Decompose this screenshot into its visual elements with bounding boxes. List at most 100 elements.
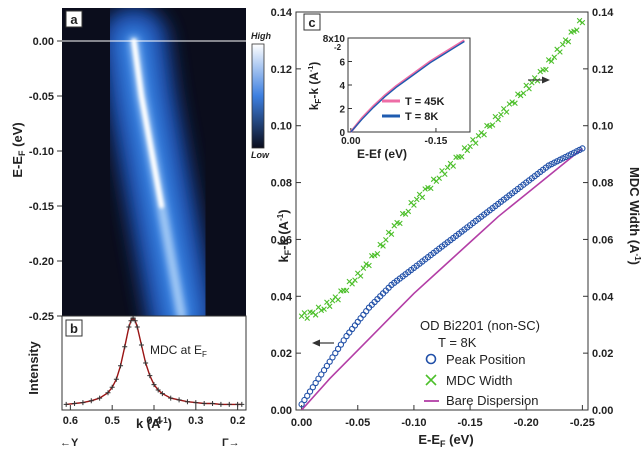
- panel-c-x-axis-label: E-EF (eV): [418, 432, 473, 449]
- peak-position-point: [329, 354, 336, 361]
- mdc-markers: [63, 315, 245, 407]
- mdc-data-point: [184, 399, 190, 405]
- peak-position-point: [346, 329, 353, 336]
- mdc-width-point: [478, 129, 485, 136]
- inset-y-axis-label: kF-k (A-1): [307, 62, 323, 110]
- inset-frame: [347, 37, 471, 133]
- mdc-width-point: [312, 312, 319, 318]
- mdc-width-point: [503, 109, 510, 115]
- mdc-data-point: [130, 315, 136, 321]
- mdc-data-point: [176, 397, 182, 403]
- heatmap-intensity: [98, 8, 217, 316]
- mdc-width-point: [380, 243, 386, 249]
- mdc-width-point: [318, 307, 325, 314]
- peak-position-point: [301, 396, 308, 404]
- inset-x-tick-label: -0.15: [425, 136, 448, 147]
- mdc-data-point: [128, 318, 134, 324]
- inset-x-tick-label: 0.00: [341, 136, 361, 147]
- mdc-width-point: [450, 163, 457, 169]
- mdc-width-point: [335, 296, 341, 303]
- inset-y-tick-label: 4: [339, 81, 345, 92]
- mdc-width-point: [565, 38, 572, 45]
- mdc-data-point: [134, 324, 140, 330]
- bare-dispersion-line: [301, 147, 583, 410]
- panel-a-y-tick-label: -0.15: [29, 201, 54, 213]
- legend-bare-dispersion-label: Bare Dispersion: [446, 393, 539, 408]
- inset-y-tick-label: 2: [339, 105, 345, 116]
- mdc-width-point: [377, 241, 384, 248]
- inset-legend-8k-label: T = 8K: [405, 111, 438, 123]
- panel-b-x-ticks: 0.6 0.5 0.4 0.3 0.2: [63, 405, 245, 427]
- panel-b-y-axis-label: Intensity: [26, 341, 41, 395]
- mdc-width-point: [534, 78, 541, 84]
- peak-position-point: [332, 349, 339, 357]
- mdc-width-point: [385, 229, 392, 236]
- mdc-data-point: [109, 384, 115, 390]
- peak-position-point: [304, 392, 311, 399]
- inset-y-tick-label: 0: [339, 128, 345, 139]
- panel-a-y-tick-label: -0.10: [29, 146, 54, 158]
- mdc-data-point: [147, 373, 153, 379]
- panel-c-left-y-tick-label: 0.10: [271, 121, 292, 133]
- mdc-data-point: [97, 395, 103, 401]
- mdc-width-point: [562, 37, 569, 43]
- peak-position-point: [363, 308, 370, 315]
- mdc-data-point: [151, 382, 157, 388]
- mdc-width-point: [442, 171, 448, 177]
- mdc-width-point: [343, 287, 350, 294]
- panel-c-x-tick-label: 0.00: [291, 417, 312, 429]
- panel-a-y-tick-label: -0.05: [29, 91, 54, 103]
- mdc-width-point: [579, 19, 586, 26]
- mdc-data-point: [239, 401, 245, 407]
- panel-a-tag: a: [70, 12, 78, 27]
- mdc-data-point: [63, 401, 69, 407]
- mdc-data-point: [201, 401, 207, 406]
- mdc-data-point: [105, 390, 111, 396]
- panel-c-right-y-tick-label: 0.06: [592, 234, 613, 246]
- mdc-data-point: [218, 401, 224, 407]
- panel-c-tag-box: [303, 13, 321, 31]
- legend-peak-position-label: Peak Position: [446, 352, 526, 367]
- peak-position-point: [349, 325, 356, 333]
- mdc-width-point: [430, 176, 437, 183]
- inset-ticks: 0.00 -0.15 0 2 4 6 8x10: [323, 34, 448, 147]
- mdc-width-point: [529, 79, 535, 86]
- mdc-width-point: [422, 186, 428, 192]
- panel-c-left-y-tick-label: 0.00: [271, 405, 292, 417]
- panel-b-x-tick-label: 0.3: [188, 415, 203, 427]
- mdc-data-point: [226, 401, 232, 407]
- mdc-annotation: MDC at EF: [150, 343, 207, 359]
- panel-b-x-tick-label: 0.5: [105, 415, 120, 427]
- mdc-width-point: [388, 231, 395, 238]
- colorbar: High Low: [251, 31, 271, 160]
- panel-c-right-y-tick-label: 0.00: [592, 405, 613, 417]
- mdc-width-point: [559, 41, 566, 48]
- mdc-width-point: [515, 91, 521, 97]
- panel-c-right-y-tick-label: 0.02: [592, 348, 613, 360]
- legend-temperature: T = 8K: [438, 335, 477, 350]
- mdc-data-point: [126, 324, 132, 330]
- panel-a-tag-box: [65, 10, 83, 28]
- panel-c-left-y-tick-label: 0.06: [271, 234, 292, 246]
- colorbar-gradient: [251, 43, 265, 149]
- mdc-width-point: [526, 85, 532, 92]
- mdc-width-point: [349, 281, 355, 287]
- panel-c-left-y-tick-label: 0.08: [271, 178, 292, 190]
- mdc-data-point: [193, 400, 199, 406]
- mdc-width-point: [576, 17, 583, 24]
- panel-a-y-tick-label: -0.20: [29, 256, 54, 268]
- peak-position-point: [360, 311, 367, 318]
- colorbar-low-label: Low: [251, 150, 270, 160]
- panel-c-left-y-tick-label: 0.02: [271, 348, 292, 360]
- mdc-width-point: [357, 273, 364, 279]
- panel-a-y-tick-label: -0.25: [29, 311, 54, 323]
- mdc-width-point: [573, 27, 580, 33]
- panel-b-tag-box: [65, 319, 83, 337]
- peak-position-point: [357, 315, 364, 322]
- panel-a: 0.00-0.05-0.10-0.15-0.20-0.25 E-EF (eV) …: [10, 8, 246, 323]
- inset-x-axis-label: E-Ef (eV): [357, 147, 407, 161]
- mdc-data-point: [235, 401, 241, 407]
- mdc-width-point: [411, 202, 417, 208]
- panel-b-x-axis-label: k (A-1): [136, 416, 172, 431]
- peak-position-point: [315, 375, 322, 382]
